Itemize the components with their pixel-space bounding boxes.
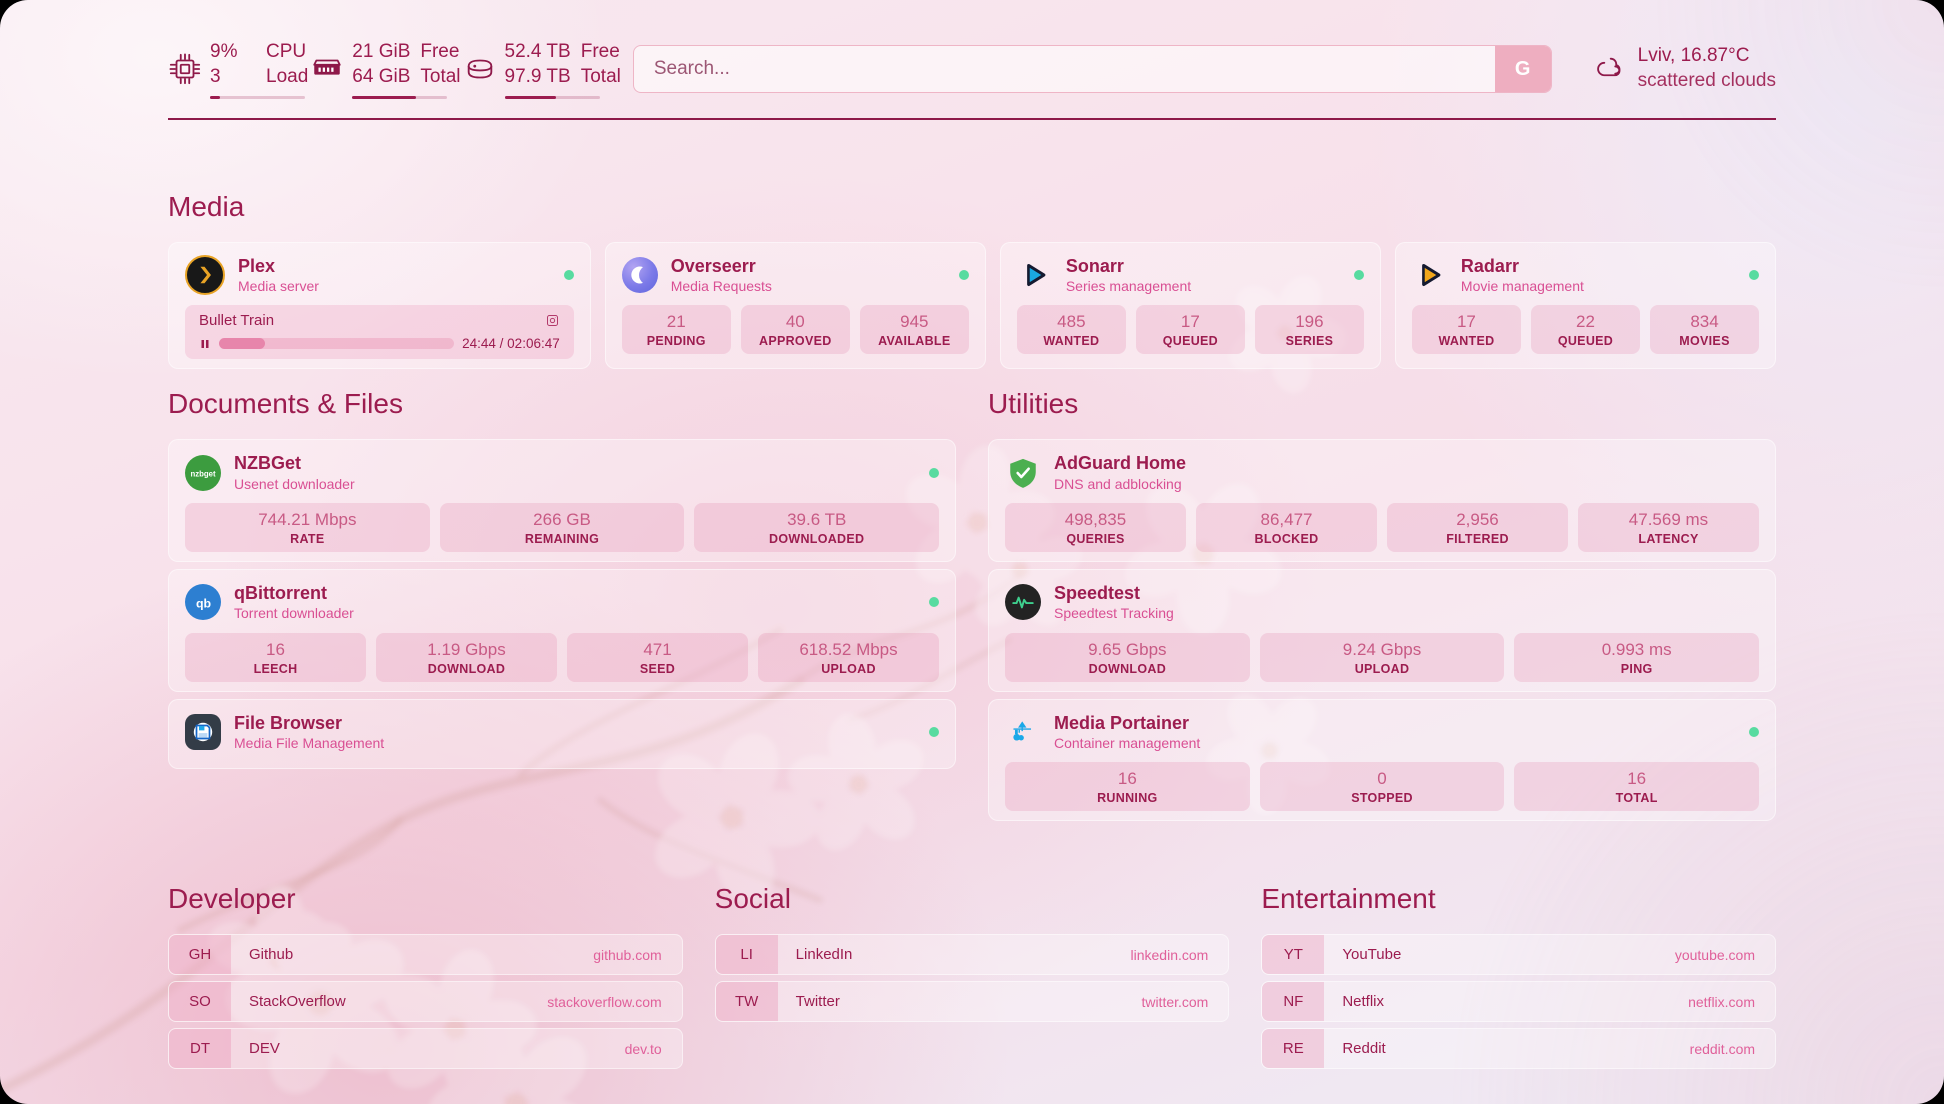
svg-text:nzbget: nzbget [190, 469, 216, 478]
svg-text:qb: qb [195, 596, 211, 610]
